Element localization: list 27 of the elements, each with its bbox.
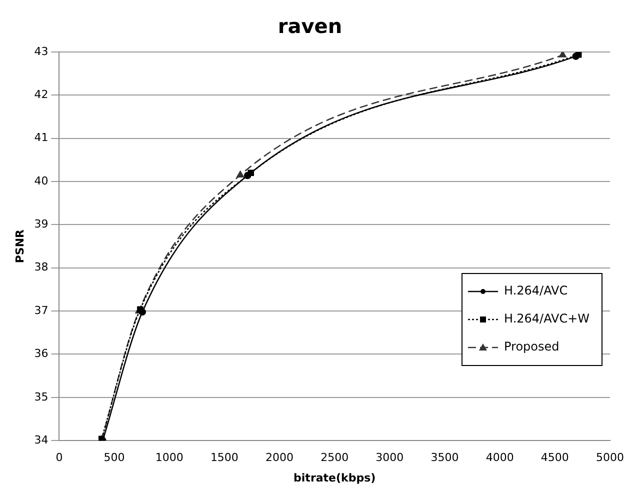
y-tick-label: 42 [34, 88, 48, 102]
y-tick-label: 38 [34, 260, 48, 274]
y-tick-label: 36 [34, 347, 48, 360]
y-axis-title: PSNR [13, 228, 26, 264]
x-tick-label: 4000 [486, 451, 514, 464]
y-tick-label: 39 [34, 218, 48, 231]
x-axis-title: bitrate(kbps) [294, 471, 376, 484]
x-tick-label: 4500 [540, 451, 569, 464]
x-tick-label: 0 [56, 451, 63, 464]
y-tick-label: 37 [34, 304, 48, 317]
x-tick-label: 1000 [155, 451, 184, 464]
y-tick-label: 43 [34, 44, 48, 58]
x-tick-label: 3500 [430, 451, 459, 464]
legend-label: Proposed [504, 340, 560, 354]
x-tick-label: 3000 [376, 451, 404, 464]
x-tick-label: 1500 [210, 451, 238, 464]
x-tick-label: 2000 [266, 451, 294, 464]
y-tick-label: 35 [34, 390, 48, 404]
legend-label: H.264/AVC [504, 284, 568, 298]
x-tick-label: 500 [104, 451, 125, 464]
y-tick-label: 40 [34, 174, 48, 188]
x-tick-label: 2500 [320, 451, 349, 464]
chart-title: raven [278, 14, 342, 38]
legend-label: H.264/AVC+W [504, 312, 590, 326]
y-tick-label: 34 [34, 433, 48, 446]
y-tick-label: 41 [34, 131, 48, 144]
x-tick-label: 5000 [596, 451, 624, 464]
